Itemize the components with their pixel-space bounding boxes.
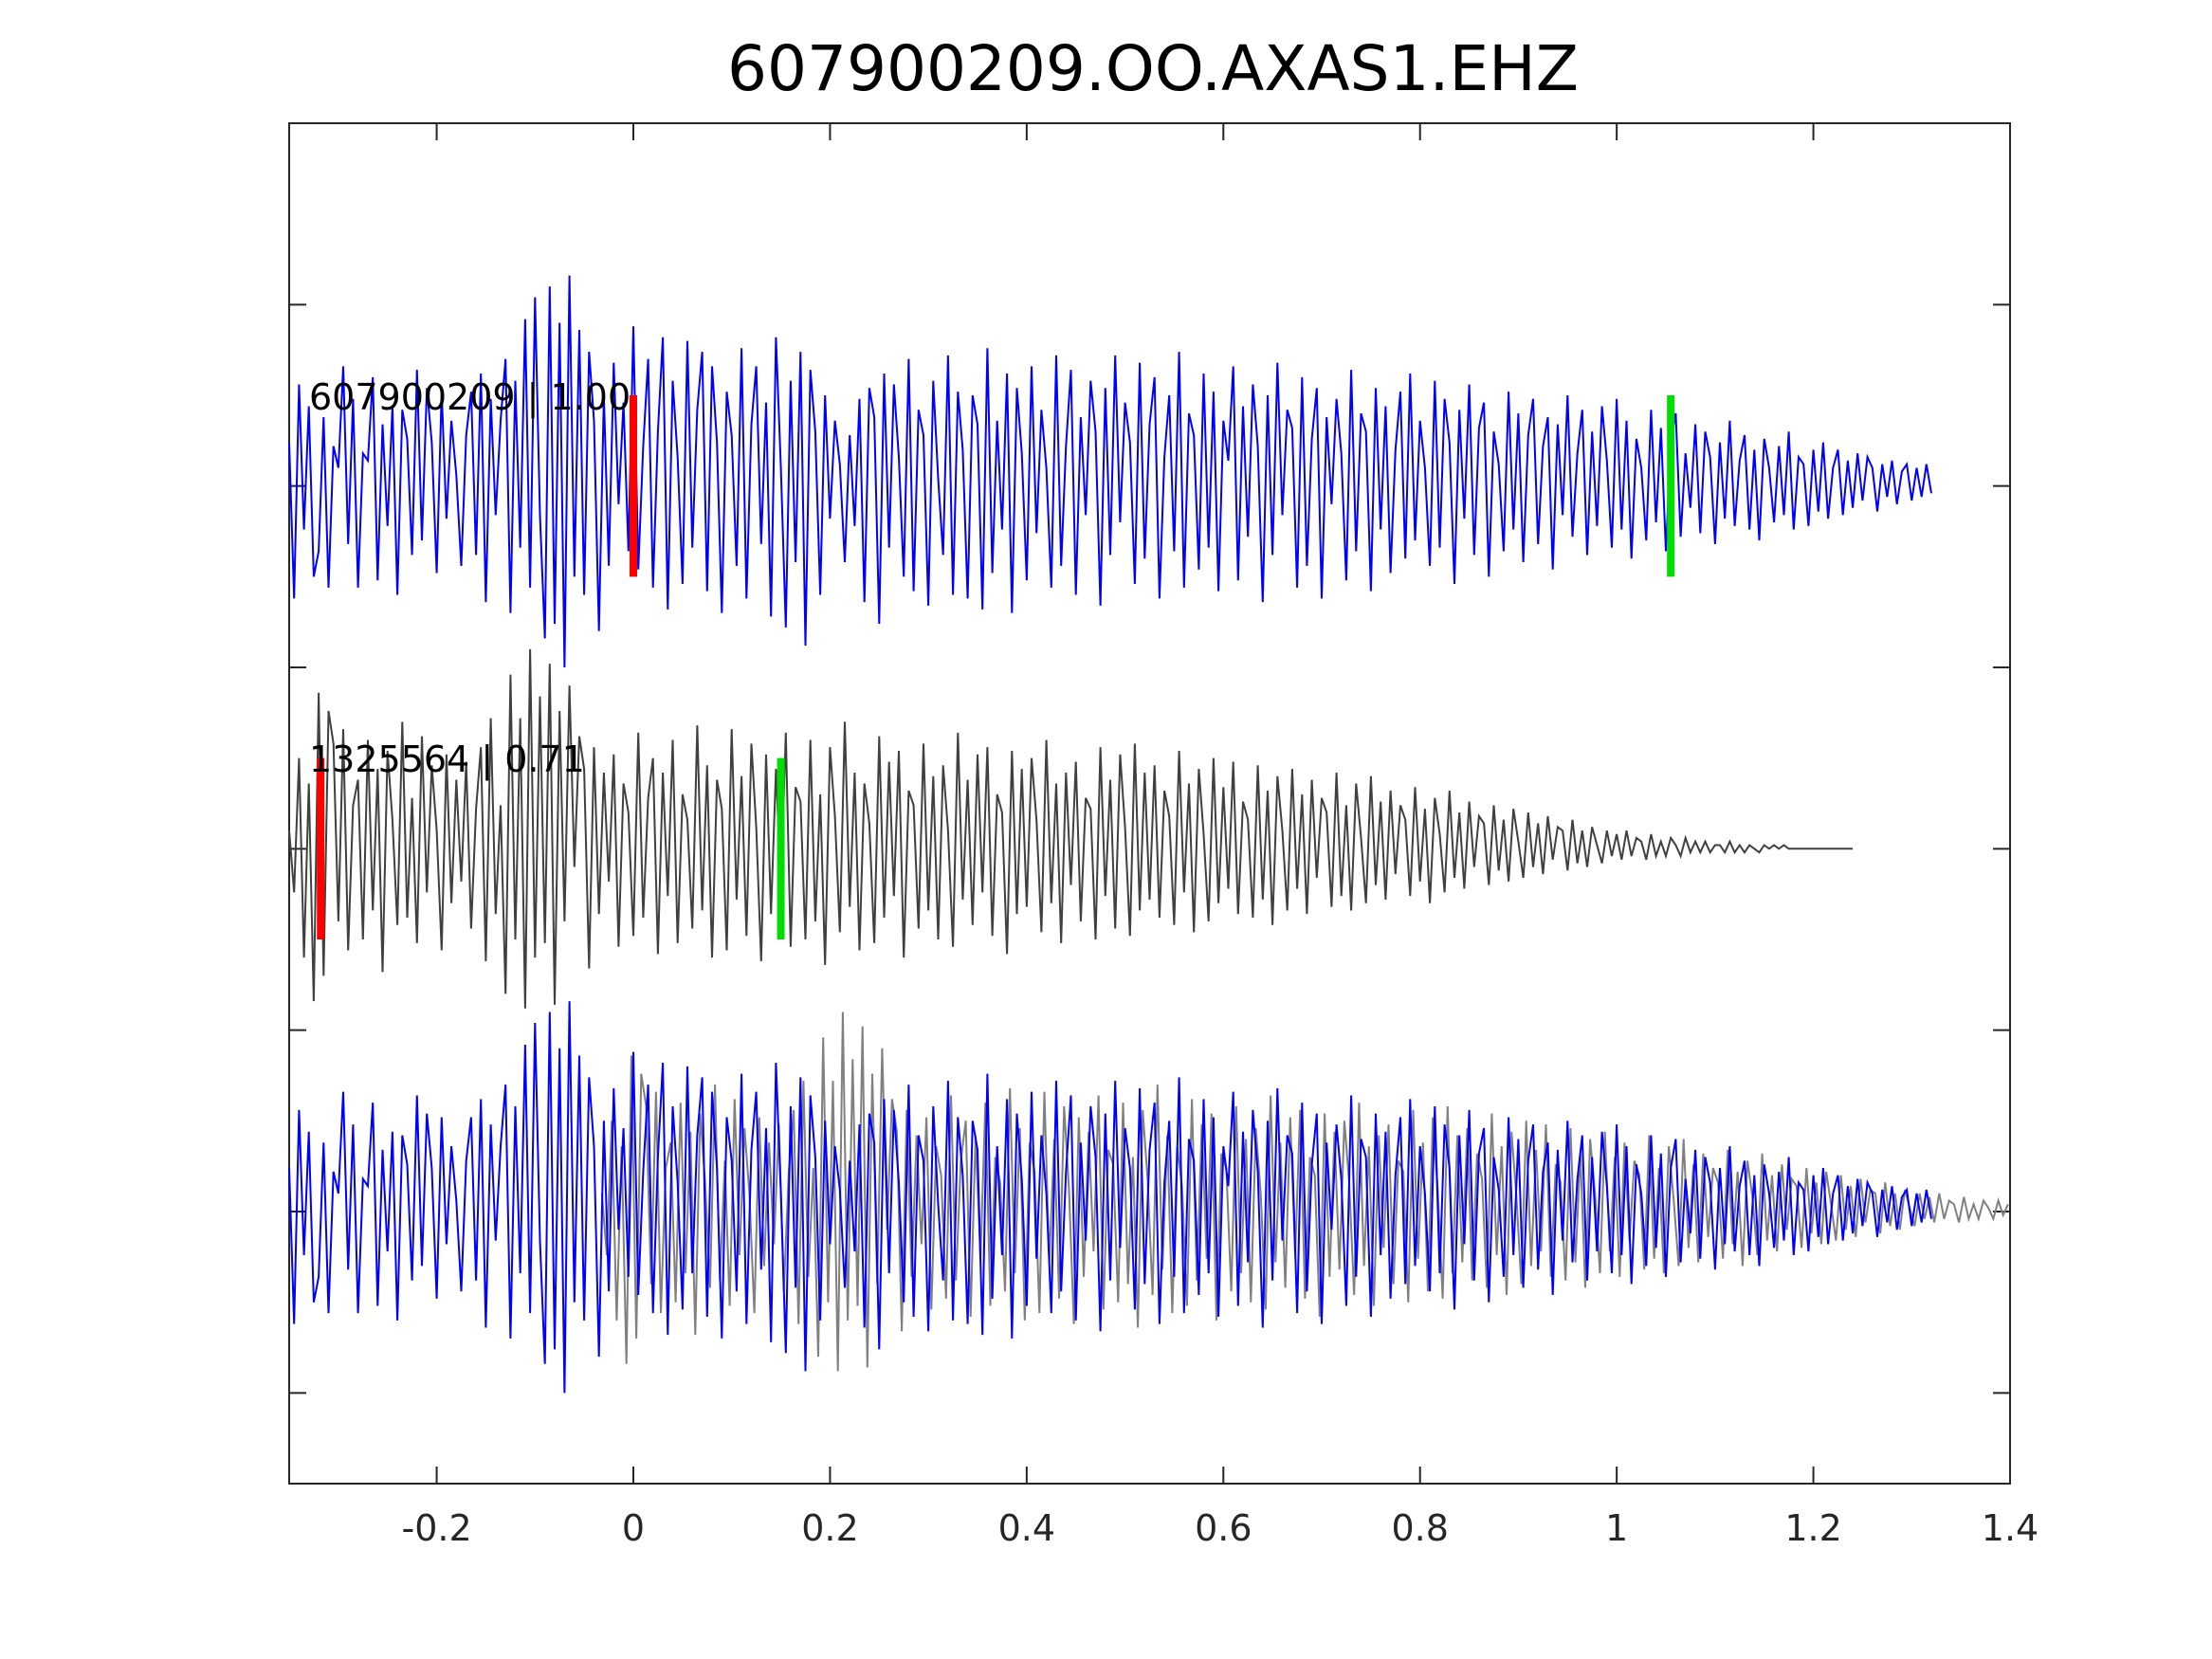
trace-candidate-middle [288, 648, 1854, 1009]
chart-title: 607900209.OO.AXAS1.EHZ [727, 32, 1579, 105]
x-tick-label: 1.2 [1784, 1507, 1841, 1549]
x-tick-label: 0.8 [1391, 1507, 1448, 1549]
x-tick-label: -0.2 [401, 1507, 471, 1549]
waveform-traces [288, 275, 2009, 1394]
trace-overlay-reference [288, 1001, 1932, 1394]
x-tick-label: 0.2 [801, 1507, 858, 1549]
x-tick-label: 0.6 [1195, 1507, 1252, 1549]
trace-overlay-aligned [600, 1012, 2009, 1372]
x-tick-label: 1.4 [1982, 1507, 2038, 1549]
trace-label-candidate: 1325564 | 0.71 [309, 738, 585, 781]
x-tick-label: 0.4 [998, 1507, 1055, 1549]
trace-label-reference: 607900209 | 1.00 [309, 376, 631, 419]
x-tick-label: 1 [1605, 1507, 1628, 1549]
x-axis-ticks: -0.2 0 0.2 0.4 0.6 0.8 1 1.2 1.4 [401, 123, 2038, 1549]
trace-reference-top [288, 275, 1932, 668]
plot-area-frame [288, 122, 2011, 1485]
phase-picks [317, 395, 1675, 939]
x-tick-label: 0 [622, 1507, 645, 1549]
